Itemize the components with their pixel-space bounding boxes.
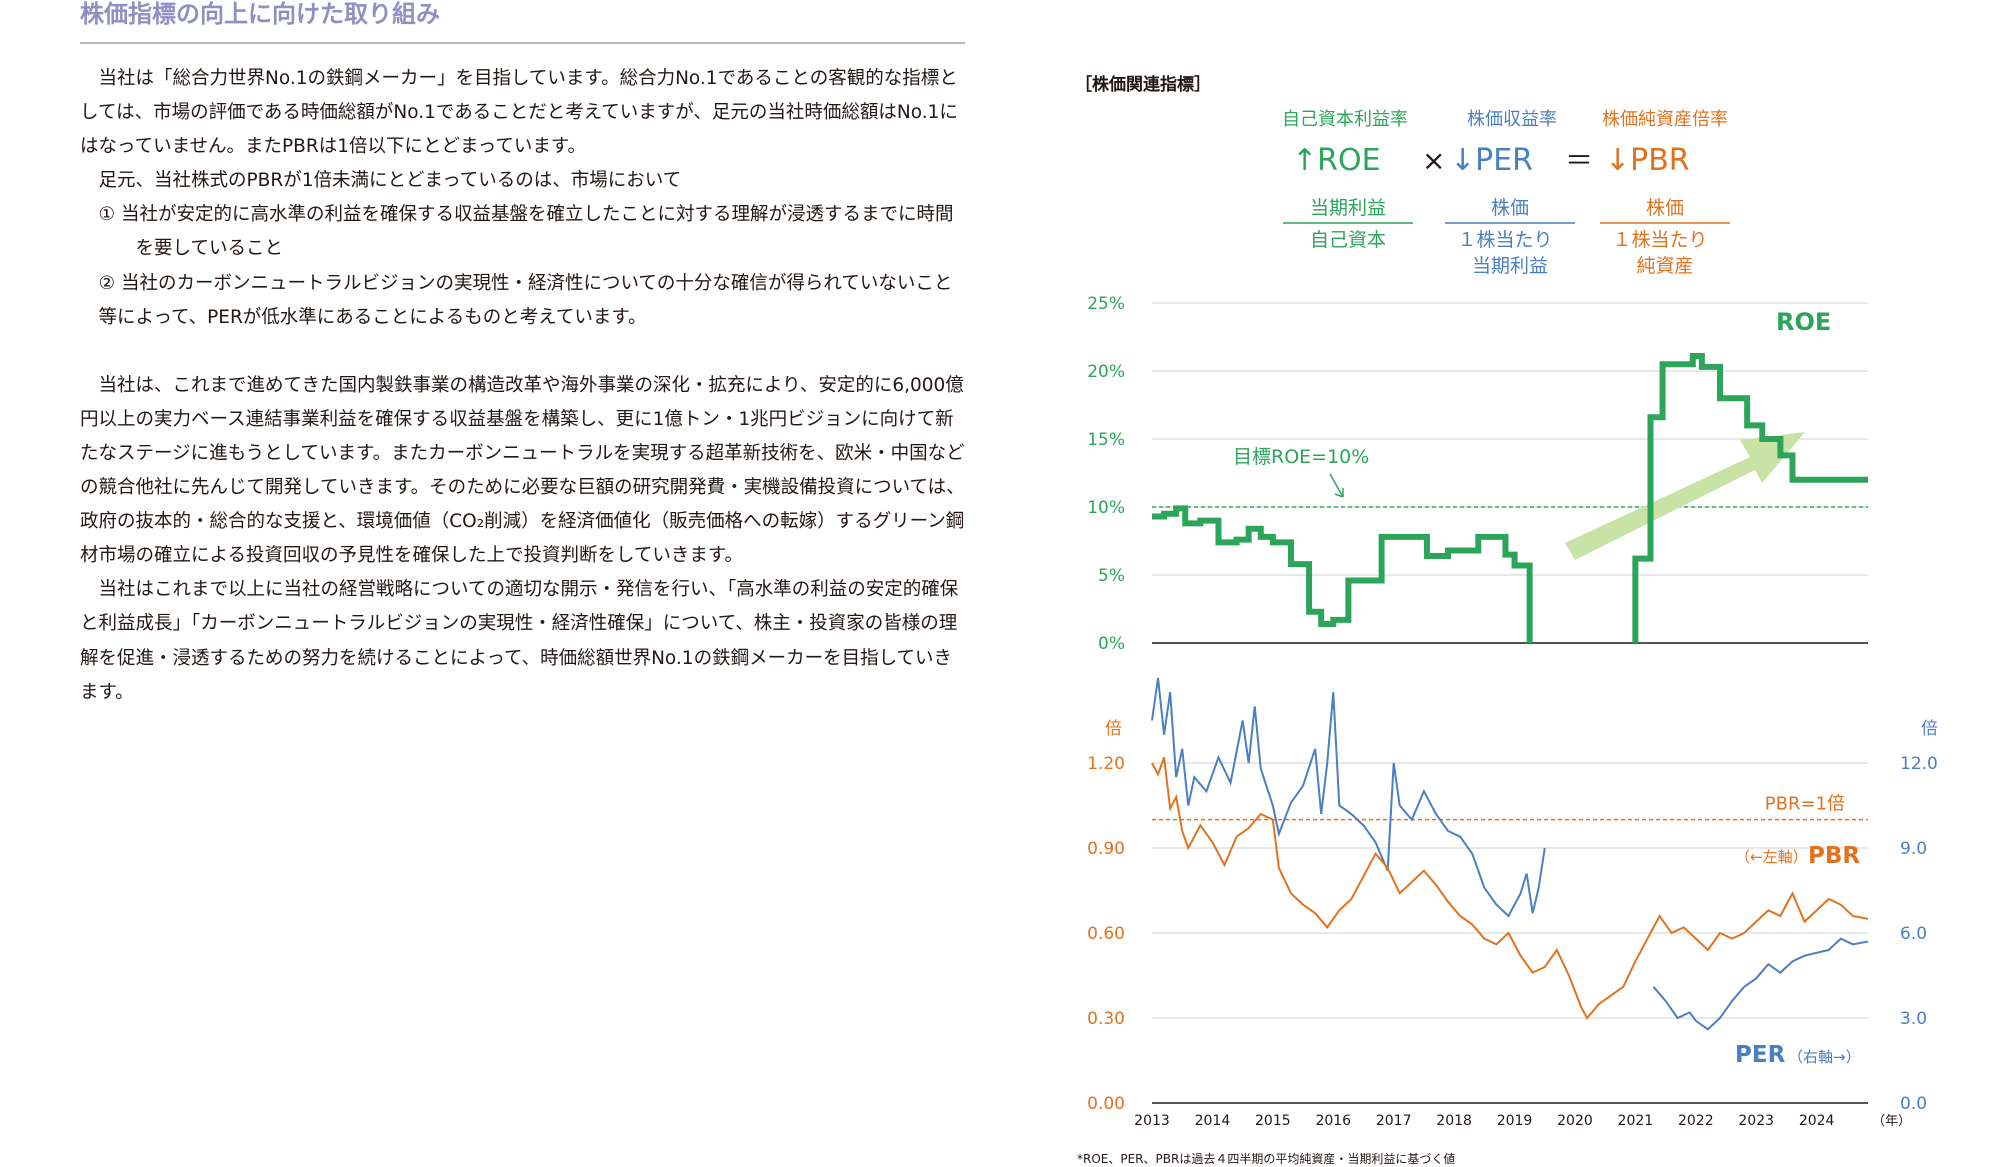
list-item-2: ② 当社のカーボンニュートラルビジョンの実現性・経済性についての十分な確信が得ら… <box>98 272 953 294</box>
roe-title: 自己資本利益率 <box>1282 109 1408 130</box>
per-title: 株価収益率 <box>1467 109 1557 130</box>
per-denominator-1: １株当たり <box>1457 229 1552 251</box>
roe-chart: 25% 20% 15% 10% 5% 0% 目標ROE=10% ROE <box>1087 294 1868 654</box>
pbr-axis-note: （←左軸） <box>1735 848 1808 866</box>
roe-series-label: ROE <box>1776 308 1831 336</box>
per-numerator: 株価 <box>1491 197 1529 219</box>
x-tick-label: 2020 <box>1557 1113 1593 1129</box>
per-line <box>1151 677 1546 918</box>
roe-denominator: 自己資本 <box>1310 229 1386 251</box>
per-series-label: PER <box>1735 1042 1786 1068</box>
per-y-tick-label: 9.0 <box>1900 839 1927 859</box>
roe-line <box>1152 353 1868 643</box>
x-tick-label: 2015 <box>1255 1113 1291 1129</box>
list-item-1: ① 当社が安定的に高水準の利益を確保する収益基盤を確立したことに対する理解が浸透… <box>98 204 954 260</box>
x-tick-label: 2013 <box>1134 1113 1170 1129</box>
section-heading: 株価指標の向上に向けた取り組み <box>80 0 965 44</box>
pbr-line <box>1151 756 1869 1020</box>
paragraph-4: 当社は、これまで進めてきた国内製鉄事業の構造改革や海外事業の深化・拡充により、安… <box>80 374 965 567</box>
x-tick-label: 2014 <box>1195 1113 1231 1129</box>
per-y-tick-label: 6.0 <box>1900 924 1927 944</box>
x-tick-label: 2017 <box>1376 1113 1412 1129</box>
per-symbol: ↓PER <box>1450 143 1533 178</box>
pbr-y-tick-label: 0.30 <box>1087 1009 1125 1029</box>
equals-symbol: ＝ <box>1565 144 1593 177</box>
footnote: *ROE、PER、PBRは過去４四半期の平均純資産・当期利益に基づく値 <box>1077 1152 1456 1166</box>
left-axis-unit: 倍 <box>1105 719 1122 739</box>
pbr-y-tick-label: 0.90 <box>1087 839 1125 859</box>
x-tick-label: 2022 <box>1678 1113 1714 1129</box>
pbr-denominator-2: 純資産 <box>1636 255 1693 277</box>
x-tick-label: 2019 <box>1497 1113 1533 1129</box>
x-tick-label: 2024 <box>1799 1113 1835 1129</box>
roe-y-tick-label: 0% <box>1098 634 1125 654</box>
roe-target-label: 目標ROE=10% <box>1233 446 1369 468</box>
formula: 自己資本利益率 株価収益率 株価純資産倍率 ↑ROE × ↓PER ＝ ↓PBR… <box>1282 109 1730 277</box>
roe-y-tick-label: 25% <box>1087 294 1125 314</box>
pbr-title: 株価純資産倍率 <box>1602 109 1728 130</box>
roe-y-tick-label: 20% <box>1087 362 1125 382</box>
pbr-y-tick-label: 0.00 <box>1087 1094 1125 1114</box>
x-tick-label: 2023 <box>1738 1113 1774 1129</box>
right-axis-unit: 倍 <box>1921 719 1938 739</box>
paragraph-5: 当社はこれまで以上に当社の経営戦略についての適切な開示・発信を行い、「高水準の利… <box>80 579 959 703</box>
pbr-series-label: PBR <box>1808 843 1860 869</box>
pbr-denominator-1: １株当たり <box>1612 229 1707 251</box>
per-axis-note: （右軸→） <box>1788 1048 1861 1066</box>
pbr-y-tick-label: 0.60 <box>1087 924 1125 944</box>
x-tick-label: 2021 <box>1618 1113 1654 1129</box>
pbr-symbol: ↓PBR <box>1605 143 1690 178</box>
per-denominator-2: 当期利益 <box>1472 255 1548 277</box>
per-y-tick-label: 12.0 <box>1900 754 1938 774</box>
x-tick-label: 2016 <box>1315 1113 1351 1129</box>
paragraph-3: 等によって、PERが低水準にあることによるものと考えています。 <box>98 306 647 328</box>
x-axis-unit: （年） <box>1872 1114 1911 1129</box>
body-text: 当社は「総合力世界No.1の鉄鋼メーカー」を目指しています。総合力No.1である… <box>80 62 965 710</box>
pbr-y-tick-label: 1.20 <box>1087 754 1125 774</box>
roe-numerator: 当期利益 <box>1310 197 1386 219</box>
panel-label: ［株価関連指標］ <box>1075 75 1211 95</box>
roe-y-tick-label: 15% <box>1087 430 1125 450</box>
paragraph-2: 足元、当社株式のPBRが1倍未満にとどまっているのは、市場において <box>98 170 682 192</box>
paragraph-1: 当社は「総合力世界No.1の鉄鋼メーカー」を目指しています。総合力No.1である… <box>80 68 958 158</box>
per-y-tick-label: 3.0 <box>1900 1009 1927 1029</box>
roe-y-tick-label: 5% <box>1098 566 1125 586</box>
x-tick-label: 2018 <box>1436 1113 1472 1129</box>
roe-y-tick-label: 10% <box>1087 498 1125 518</box>
times-symbol: × <box>1422 144 1445 177</box>
roe-symbol: ↑ROE <box>1292 143 1381 178</box>
per-line-recent <box>1652 937 1869 1031</box>
roe-target-pointer <box>1329 473 1344 498</box>
pbr-numerator: 株価 <box>1646 197 1684 219</box>
pbr-ref-label: PBR=1倍 <box>1765 794 1845 815</box>
trend-arrow <box>1565 432 1805 560</box>
pbr-per-chart: 倍 倍 1.20 0.90 0.60 0.30 0.00 12.0 9.0 6.0 3.0 0.0 PB… <box>1087 677 1938 1129</box>
per-y-tick-label: 0.0 <box>1900 1094 1927 1114</box>
